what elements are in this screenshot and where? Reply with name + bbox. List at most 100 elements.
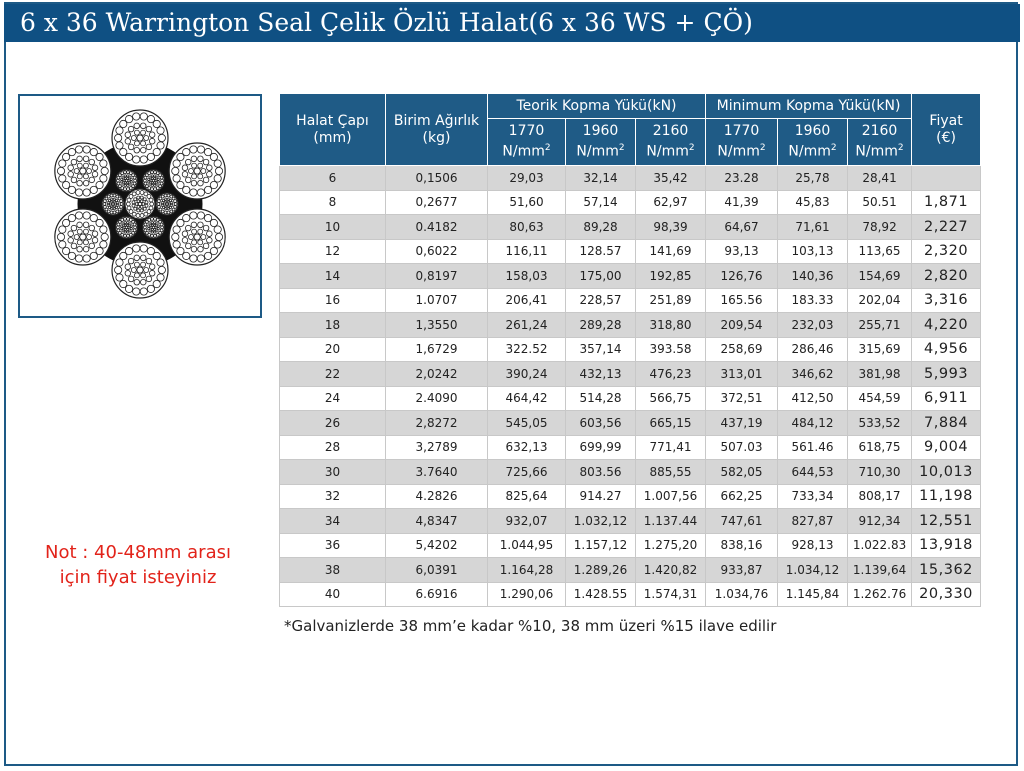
- cell-theoretical-2160: 251,89: [634, 287, 707, 313]
- cell-diameter: 16: [279, 287, 386, 313]
- cell-minimum-2160: 28,41: [847, 165, 913, 191]
- cell-theoretical-1960: 357,14: [565, 336, 636, 362]
- cell-price: 4,956: [911, 336, 982, 362]
- cell-theoretical-1770: 390,24: [487, 361, 566, 387]
- cell-theoretical-1770: 545,05: [487, 410, 566, 436]
- cell-price: 10,013: [911, 459, 982, 485]
- cell-diameter: 36: [279, 532, 386, 558]
- cell-minimum-2160: 710,30: [847, 459, 913, 485]
- cell-minimum-1960: 346,62: [777, 361, 849, 387]
- table-row: 8 0,2677 51,60 57,14 62,97 41,39 45,83 50.51 1,8…: [279, 189, 982, 215]
- cell-minimum-2160: 202,04: [847, 287, 913, 313]
- cell-theoretical-2160: 1.137.44: [634, 508, 707, 534]
- grade-unit: N/mm2: [717, 143, 766, 160]
- cell-minimum-1960: 183.33: [777, 287, 849, 313]
- cell-minimum-1770: 437,19: [705, 410, 779, 436]
- cell-weight: 5,4202: [385, 532, 488, 558]
- header-diameter: Halat Çapı (mm): [279, 93, 386, 166]
- cell-price: 6,911: [911, 385, 982, 411]
- cell-theoretical-1770: 80,63: [487, 214, 566, 240]
- grade-unit: N/mm2: [502, 143, 551, 160]
- cell-minimum-1770: 258,69: [705, 336, 779, 362]
- cell-price: 1,871: [911, 189, 982, 215]
- rope-cross-section-image: [18, 94, 262, 318]
- table-row: 36 5,4202 1.044,95 1.157,12 1.275,20 838,16 92…: [279, 532, 982, 558]
- cell-theoretical-1770: 116,11: [487, 238, 566, 264]
- cell-theoretical-1770: 51,60: [487, 189, 566, 215]
- grade-value: 1770: [508, 123, 545, 140]
- cell-minimum-1960: 25,78: [777, 165, 849, 191]
- cell-minimum-1770: 582,05: [705, 459, 779, 485]
- cell-theoretical-1960: 803.56: [565, 459, 636, 485]
- cell-theoretical-1770: 464,42: [487, 385, 566, 411]
- cell-price: 4,220: [911, 312, 982, 338]
- cell-weight: 4,8347: [385, 508, 488, 534]
- cell-theoretical-2160: 771,41: [634, 434, 707, 460]
- cell-minimum-1960: 827,87: [777, 508, 849, 534]
- cell-minimum-1770: 23.28: [705, 165, 779, 191]
- cell-weight: 1,3550: [385, 312, 488, 338]
- cell-theoretical-2160: 1.007,56: [634, 483, 707, 509]
- cell-minimum-2160: 381,98: [847, 361, 913, 387]
- cell-minimum-2160: 533,52: [847, 410, 913, 436]
- cell-weight: 0,1506: [385, 165, 488, 191]
- cell-minimum-1960: 71,61: [777, 214, 849, 240]
- cell-weight: 2,0242: [385, 361, 488, 387]
- cell-minimum-2160: 1.262.76: [847, 581, 913, 607]
- cell-minimum-1770: 313,01: [705, 361, 779, 387]
- cell-theoretical-1960: 228,57: [565, 287, 636, 313]
- cell-price: 3,316: [911, 287, 982, 313]
- cell-theoretical-2160: 566,75: [634, 385, 707, 411]
- cell-diameter: 32: [279, 483, 386, 509]
- cell-theoretical-1960: 514,28: [565, 385, 636, 411]
- grade-value: 2160: [861, 123, 898, 140]
- page-frame: [4, 2, 1018, 766]
- cell-price: 2,227: [911, 214, 982, 240]
- cell-theoretical-1960: 128.57: [565, 238, 636, 264]
- table-row: 40 6.6916 1.290,06 1.428.55 1.574,31 1.034,76…: [279, 581, 982, 607]
- cell-weight: 3.7640: [385, 459, 488, 485]
- header-theoretical-2: 1960 N/mm2: [565, 118, 636, 166]
- cell-theoretical-1770: 1.044,95: [487, 532, 566, 558]
- cell-weight: 0,8197: [385, 263, 488, 289]
- cell-theoretical-2160: 192,85: [634, 263, 707, 289]
- table-row: 18 1,3550 261,24 289,28 318,80 209,54 232,03 25…: [279, 312, 982, 338]
- table-row: 6 0,1506 29,03 32,14 35,42 23.28 25,78 28,41: [279, 165, 982, 191]
- cell-minimum-2160: 255,71: [847, 312, 913, 338]
- cell-minimum-1960: 1.145,84: [777, 581, 849, 607]
- cell-minimum-1770: 41,39: [705, 189, 779, 215]
- table-row: 12 0,6022 116,11 128.57 141,69 93,13 103,13 113…: [279, 238, 982, 264]
- cell-theoretical-1960: 699,99: [565, 434, 636, 460]
- cell-price: 2,320: [911, 238, 982, 264]
- header-theoretical-3: 2160 N/mm2: [634, 118, 707, 166]
- cell-minimum-1770: 372,51: [705, 385, 779, 411]
- cell-minimum-1770: 93,13: [705, 238, 779, 264]
- cell-theoretical-1960: 1.157,12: [565, 532, 636, 558]
- cell-theoretical-2160: 1.420,82: [634, 557, 707, 583]
- cell-theoretical-1960: 1.032,12: [565, 508, 636, 534]
- page-title: 6 x 36 Warrington Seal Çelik Özlü Halat(…: [4, 4, 1020, 42]
- cell-diameter: 14: [279, 263, 386, 289]
- table-row: 22 2,0242 390,24 432,13 476,23 313,01 346,62 38…: [279, 361, 982, 387]
- cell-diameter: 34: [279, 508, 386, 534]
- cell-minimum-2160: 113,65: [847, 238, 913, 264]
- table-row: 14 0,8197 158,03 175,00 192,85 126,76 140,36 15…: [279, 263, 982, 289]
- cell-minimum-1960: 484,12: [777, 410, 849, 436]
- cell-theoretical-2160: 62,97: [634, 189, 707, 215]
- cell-theoretical-1770: 632,13: [487, 434, 566, 460]
- header-minimum-break-load: Minimum Kopma Yükü(kN): [705, 93, 913, 119]
- table-row: 26 2,8272 545,05 603,56 665,15 437,19 484,12 53…: [279, 410, 982, 436]
- cell-minimum-1770: 126,76: [705, 263, 779, 289]
- cell-price: 5,993: [911, 361, 982, 387]
- cell-theoretical-1960: 432,13: [565, 361, 636, 387]
- cell-minimum-1770: 507.03: [705, 434, 779, 460]
- cell-diameter: 6: [279, 165, 386, 191]
- cell-weight: 3,2789: [385, 434, 488, 460]
- cell-theoretical-1770: 825,64: [487, 483, 566, 509]
- cell-theoretical-1960: 914.27: [565, 483, 636, 509]
- cell-theoretical-2160: 476,23: [634, 361, 707, 387]
- cell-minimum-1770: 1.034,76: [705, 581, 779, 607]
- grade-unit: N/mm2: [788, 143, 837, 160]
- grade-value: 2160: [652, 123, 689, 140]
- cell-minimum-1960: 232,03: [777, 312, 849, 338]
